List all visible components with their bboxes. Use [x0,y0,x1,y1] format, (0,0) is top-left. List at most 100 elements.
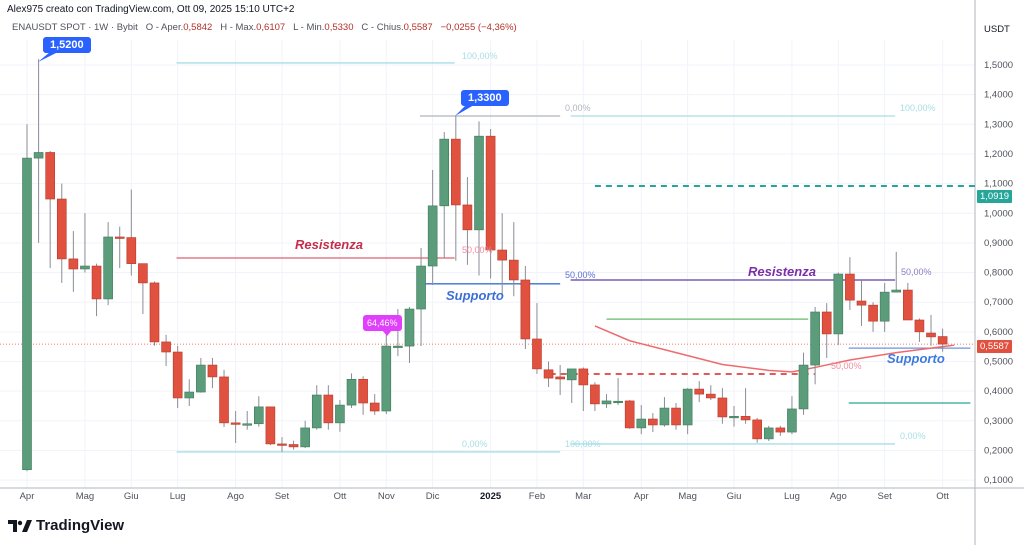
y-tick-label: 0,1000 [984,475,1013,486]
fib2-top-right-label: 100,00% [900,103,936,113]
high-callout-1[interactable]: 1,5200 [43,37,91,53]
candle-up [393,345,403,348]
candle-down [114,236,125,239]
x-tick-label: Lug [784,491,800,502]
candle-down [369,402,380,412]
candle-up [103,236,113,300]
candle-up [798,364,809,410]
candle-up [33,152,44,159]
candle-up [80,265,90,270]
candle-up [474,135,484,231]
candle-down [207,364,218,378]
candle-down [821,311,832,335]
candle-down [219,376,229,424]
callout-pointer [455,105,474,116]
fib2-bottom-left-label: 100,00% [565,439,601,449]
ohlc-legend: ENAUSDT SPOT · 1W · Bybit O - Aper.0,584… [12,22,517,33]
y-tick-label: 1,3000 [984,119,1013,130]
candle-down [671,407,681,426]
candle-up [381,345,392,412]
symbol-label[interactable]: ENAUSDT SPOT · 1W · Bybit [12,22,138,33]
candle-up [439,138,450,207]
candle-down [694,388,705,395]
x-tick-label: Dic [426,491,440,502]
high-value: 0,6107 [256,22,286,33]
y-tick-label: 0,8000 [984,268,1013,279]
y-tick-label: 1,2000 [984,149,1013,160]
candle-down [230,422,241,425]
candle-down [323,394,334,424]
fib2-top-left-label: 0,00% [565,103,591,113]
candle-down [926,332,936,338]
candle-down [358,378,368,404]
candle-down [508,259,519,281]
y-tick-label: 0,5000 [984,357,1013,368]
candle-up [810,311,820,366]
candle-down [706,393,716,399]
candle-down [624,400,635,429]
x-tick-label: Mag [76,491,94,502]
tradingview-logo-icon [8,519,32,532]
x-tick-label: Mar [575,491,591,502]
author-line: Alex975 creato con TradingView.com, Ott … [7,4,295,15]
candle-up [254,406,264,425]
candle-up [566,368,577,381]
y-tick-label: 0,9000 [984,238,1013,249]
candle-up [879,291,890,322]
x-tick-label: Giu [727,491,742,502]
candle-up [404,308,415,347]
close-label: C - Chius. [361,22,404,33]
fib3-mid-label: 50,00% [831,361,862,371]
y-tick-label: 0,4000 [984,386,1013,397]
candle-down [126,237,137,264]
x-tick-label: Giu [124,491,139,502]
resistenza-label-1[interactable]: Resistenza [295,237,363,252]
x-tick-label: Ago [830,491,847,502]
tradingview-logo[interactable]: TradingView [8,517,124,534]
candle-up [787,408,797,433]
candle-down [462,204,473,231]
candle-down [91,265,102,300]
candle-up [659,407,670,426]
change-value: −0,0255 (−4,36%) [440,22,517,33]
candle-up [427,205,438,267]
fib1-top-label: 100,00% [462,51,498,61]
candle-down [775,427,786,433]
supporto-label-1[interactable]: Supporto [446,288,504,303]
candle-up [682,388,693,426]
supporto-label-2[interactable]: Supporto [887,351,945,366]
candle-down [914,319,925,333]
alert-price-badge[interactable]: 1,0919 [977,190,1013,203]
x-tick-label: Set [275,491,290,502]
fib2-mid-left-label: 50,00% [565,270,596,280]
x-tick-label: Feb [529,491,545,502]
candle-up [300,427,310,448]
percent-callout[interactable]: 64,46% [363,315,402,331]
x-tick-label: 2025 [480,491,502,502]
candle-down [590,384,600,405]
candle-down [532,338,542,370]
candle-down [265,406,276,445]
candle-down [277,443,287,446]
high-label: H - Max. [220,22,257,33]
candle-up [416,265,426,310]
candle-down [648,418,658,426]
moving-average-line [594,325,955,373]
candle-up [22,157,32,471]
y-tick-label: 1,4000 [984,90,1013,101]
candle-down [903,289,913,321]
candle-down [149,282,160,343]
candle-down [497,249,507,261]
candle-up [636,418,647,429]
candle-down [856,300,867,306]
candle-down [68,258,79,270]
current-price-badge: 0,5587 [977,340,1013,353]
fib1-mid-label: 50,00% [462,245,493,255]
y-tick-label: 1,5000 [984,60,1013,71]
candle-up [601,400,612,405]
candle-up [346,378,357,406]
resistenza-label-2[interactable]: Resistenza [748,264,816,279]
x-tick-label: Ott [936,491,949,502]
high-callout-2[interactable]: 1,3300 [461,90,509,106]
